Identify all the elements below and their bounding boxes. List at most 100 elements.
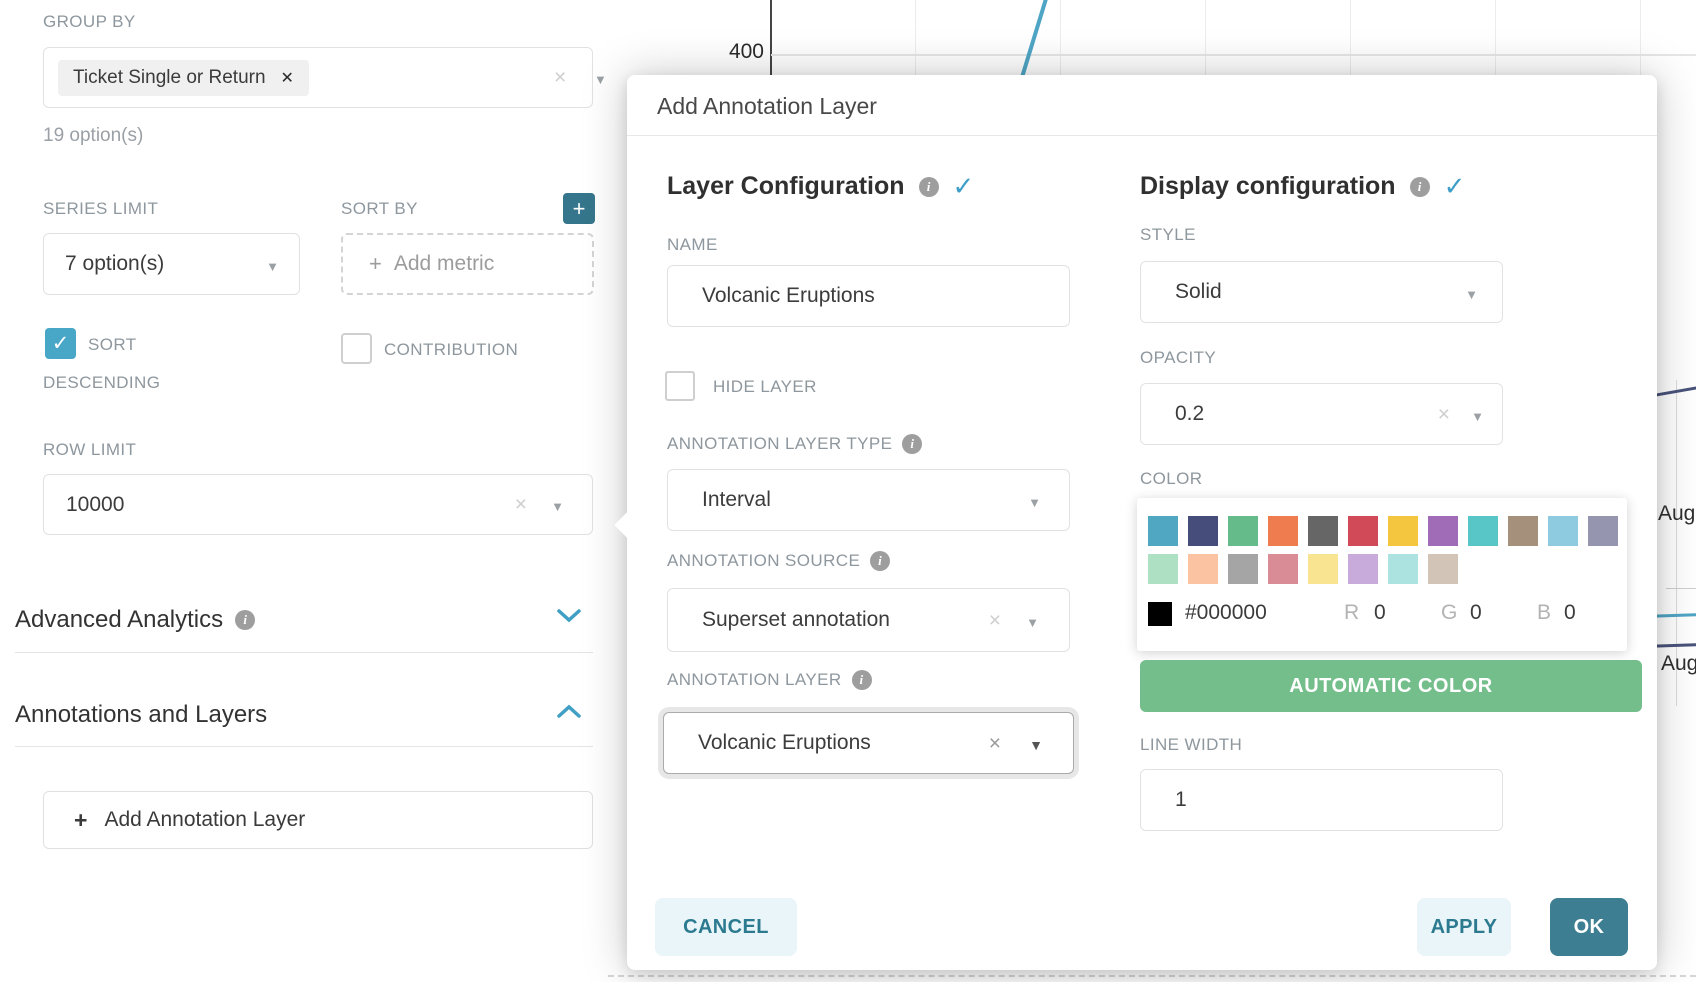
ok-button[interactable]: OK (1550, 898, 1628, 956)
color-swatch[interactable] (1228, 516, 1258, 546)
caret-down-icon[interactable]: ▼ (551, 499, 564, 514)
annotations-layers-header[interactable]: Annotations and Layers (15, 701, 267, 729)
advanced-analytics-header[interactable]: Advanced Analytics i (15, 606, 256, 634)
color-swatch[interactable] (1388, 516, 1418, 546)
row-limit-value: 10000 (66, 492, 125, 516)
r-label: R (1344, 601, 1360, 624)
caret-down-icon[interactable]: ▼ (1028, 495, 1041, 510)
b-value[interactable]: 0 (1564, 601, 1576, 624)
color-hex-row: #000000 R 0 G 0 B 0 (1148, 598, 1616, 632)
hide-layer-checkbox[interactable] (665, 371, 695, 401)
chevron-down-icon[interactable] (556, 608, 582, 624)
caret-down-icon[interactable]: ▼ (266, 259, 279, 274)
opacity-select[interactable]: 0.2 × ▼ (1140, 383, 1503, 445)
g-value[interactable]: 0 (1470, 601, 1482, 624)
clear-icon[interactable]: × (1437, 403, 1450, 426)
x-axis-tick-label: Aug (1661, 652, 1696, 675)
automatic-color-button[interactable]: AUTOMATIC COLOR (1140, 660, 1642, 712)
info-icon: i (1409, 176, 1430, 197)
contribution-checkbox[interactable] (341, 333, 372, 364)
chart-gridline (1640, 0, 1641, 76)
add-annotation-layer-label: Add Annotation Layer (104, 808, 306, 831)
add-metric-label: Add metric (393, 252, 495, 275)
clear-icon[interactable]: × (514, 493, 527, 516)
group-by-tag[interactable]: Ticket Single or Return ✕ (58, 59, 309, 96)
plus-icon: + (74, 806, 88, 833)
color-swatch[interactable] (1188, 554, 1218, 584)
group-by-tag-label: Ticket Single or Return (73, 66, 266, 88)
color-swatch[interactable] (1148, 516, 1178, 546)
annotation-layer-value: Volcanic Eruptions (698, 731, 871, 754)
x-axis-tick-label: Aug (1658, 502, 1696, 525)
row-limit-label: ROW LIMIT (43, 440, 137, 459)
hex-value[interactable]: #000000 (1185, 601, 1267, 624)
annotation-layer-select[interactable]: Volcanic Eruptions × ▼ (663, 712, 1074, 774)
name-value: Volcanic Eruptions (702, 284, 875, 307)
color-swatch[interactable] (1268, 554, 1298, 584)
apply-button[interactable]: APPLY (1417, 898, 1511, 956)
annotation-layer-type-label: ANNOTATION LAYER TYPE i (667, 434, 923, 454)
opacity-label: OPACITY (1140, 348, 1217, 367)
modal-title: Add Annotation Layer (657, 93, 877, 119)
style-select[interactable]: Solid ▼ (1140, 261, 1503, 323)
color-swatch[interactable] (1388, 554, 1418, 584)
color-swatch[interactable] (1148, 554, 1178, 584)
layer-configuration-header: Layer Configuration i ✓ (667, 171, 974, 202)
color-swatch[interactable] (1348, 554, 1378, 584)
color-swatch[interactable] (1308, 516, 1338, 546)
style-label: STYLE (1140, 225, 1196, 244)
row-limit-select[interactable]: 10000 × ▼ (43, 474, 593, 535)
chart-dashed-divider (608, 975, 1696, 977)
caret-down-icon[interactable]: ▼ (594, 72, 607, 87)
line-width-input[interactable]: 1 (1140, 769, 1503, 831)
caret-down-icon[interactable]: ▼ (1471, 409, 1484, 424)
group-by-select[interactable]: Ticket Single or Return ✕ × ▼ (43, 47, 607, 108)
clear-icon[interactable]: × (988, 609, 1001, 632)
annotation-source-select[interactable]: Superset annotation × ▼ (667, 588, 1070, 652)
color-swatch[interactable] (1348, 516, 1378, 546)
color-swatch[interactable] (1428, 554, 1458, 584)
annotation-source-text: ANNOTATION SOURCE (667, 551, 861, 570)
color-swatch[interactable] (1468, 516, 1498, 546)
color-swatch[interactable] (1268, 516, 1298, 546)
color-swatch[interactable] (1548, 516, 1578, 546)
info-icon: i (918, 176, 939, 197)
chevron-up-icon[interactable] (556, 703, 582, 719)
caret-down-icon[interactable]: ▼ (1029, 737, 1043, 753)
clear-icon[interactable]: × (554, 66, 567, 89)
annotation-source-label: ANNOTATION SOURCE i (667, 551, 891, 571)
sort-descending-label[interactable]: SORT DESCENDING (43, 335, 161, 392)
caret-down-icon[interactable]: ▼ (1465, 287, 1478, 302)
name-input[interactable]: Volcanic Eruptions (667, 265, 1070, 327)
cancel-button[interactable]: CANCEL (655, 898, 797, 956)
add-metric-button[interactable]: + Add metric (341, 233, 594, 295)
color-swatch[interactable] (1508, 516, 1538, 546)
color-swatch[interactable] (1188, 516, 1218, 546)
series-limit-select[interactable]: 7 option(s) ▼ (43, 233, 300, 295)
color-swatch[interactable] (1308, 554, 1338, 584)
advanced-analytics-title: Advanced Analytics (15, 606, 224, 633)
chart-gridline (1495, 0, 1496, 76)
r-value[interactable]: 0 (1374, 601, 1386, 624)
add-annotation-layer-button[interactable]: + Add Annotation Layer (43, 791, 593, 849)
sort-descending-checkbox[interactable]: ✓ (45, 328, 76, 359)
remove-tag-icon[interactable]: ✕ (280, 69, 294, 87)
color-swatch[interactable] (1428, 516, 1458, 546)
chart-gridline (1676, 380, 1677, 706)
contribution-label[interactable]: CONTRIBUTION (384, 340, 519, 359)
add-annotation-layer-modal: Add Annotation Layer Layer Configuration… (614, 75, 1657, 970)
hide-layer-label[interactable]: HIDE LAYER (713, 377, 817, 396)
clear-icon[interactable]: × (988, 732, 1001, 755)
chart-gridline (1205, 0, 1206, 76)
add-metric-plus-button[interactable]: + (563, 193, 595, 224)
color-swatch[interactable] (1588, 516, 1618, 546)
annotation-layer-type-select[interactable]: Interval ▼ (667, 469, 1070, 531)
color-swatch[interactable] (1228, 554, 1258, 584)
caret-down-icon[interactable]: ▼ (1026, 615, 1039, 630)
annotation-layer-type-value: Interval (702, 488, 771, 511)
info-icon: i (902, 434, 923, 454)
modal-header-divider (627, 135, 1657, 136)
